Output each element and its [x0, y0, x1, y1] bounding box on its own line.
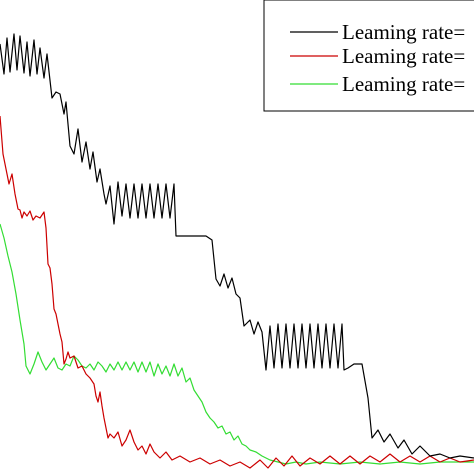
legend-label-1: Leaming rate= — [342, 20, 465, 44]
series-line-2 — [0, 115, 474, 469]
legend-label-3: Leaming rate= — [342, 72, 465, 96]
series-line-1 — [0, 33, 474, 459]
series-line-3 — [0, 223, 474, 465]
legend: Leaming rate= Leaming rate= Leaming rate… — [263, 0, 474, 112]
series-layer — [0, 33, 474, 469]
legend-label-2: Leaming rate= — [342, 44, 465, 68]
